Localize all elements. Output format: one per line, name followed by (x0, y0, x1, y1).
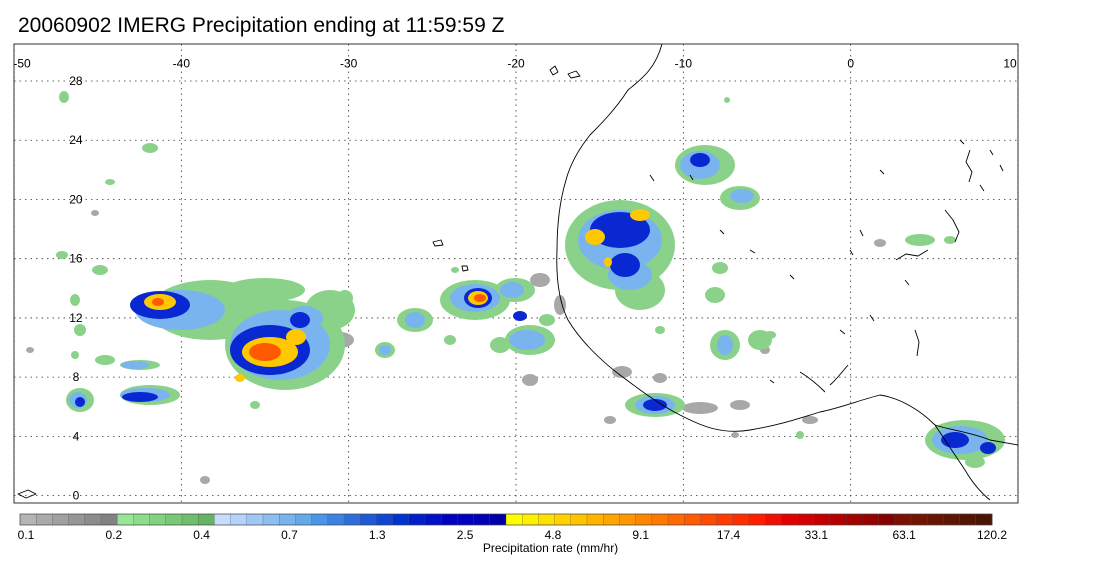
colorbar-tick-label: 0.7 (281, 528, 298, 542)
longitude-label: 10 (1003, 57, 1017, 71)
longitude-label: -50 (13, 57, 31, 71)
map-background (14, 44, 1018, 503)
map-title: 20060902 IMERG Precipitation ending at 1… (18, 14, 505, 37)
latitude-label: 12 (69, 311, 83, 325)
colorbar-tick-label: 17.4 (716, 528, 741, 542)
colorbar-tick-label: 9.1 (632, 528, 650, 542)
longitude-label: -40 (173, 57, 191, 71)
colorbar-tick-label: 0.2 (105, 528, 123, 542)
longitude-label: 0 (847, 57, 854, 71)
latitude-label: 4 (73, 429, 80, 443)
latitude-label: 28 (69, 74, 83, 88)
map-frame (13, 43, 1019, 504)
colorbar-tick-label: 0.4 (193, 528, 210, 542)
longitude-label: -20 (507, 57, 525, 71)
colorbar-tick-label: 2.5 (456, 528, 474, 542)
latitude-labels: 28 24 20 16 12 8 4 0 (69, 74, 83, 503)
precipitation-field (26, 91, 1005, 484)
latitude-label: 24 (69, 133, 83, 147)
colorbar-units-label: Precipitation rate (mm/hr) (482, 541, 619, 555)
colorbar-tick-label: 4.8 (544, 528, 562, 542)
colorbar-tick-label: 1.3 (368, 528, 386, 542)
latitude-label: 8 (73, 370, 80, 384)
longitude-label: -30 (340, 57, 358, 71)
colorbar-tick-label: 33.1 (804, 528, 829, 542)
latitude-label: 20 (69, 192, 83, 206)
colorbar-tick-label: 63.1 (892, 528, 916, 542)
colorbar-tick-label: 120.2 (976, 528, 1008, 542)
latitude-label: 16 (69, 252, 83, 266)
latitude-label: 0 (73, 489, 80, 503)
coastline (17, 44, 1018, 501)
longitude-label: -10 (675, 57, 693, 71)
longitude-labels: -50 -40 -30 -20 -10 0 10 (13, 57, 1017, 71)
colorbar-tick-label: 0.1 (17, 528, 35, 542)
